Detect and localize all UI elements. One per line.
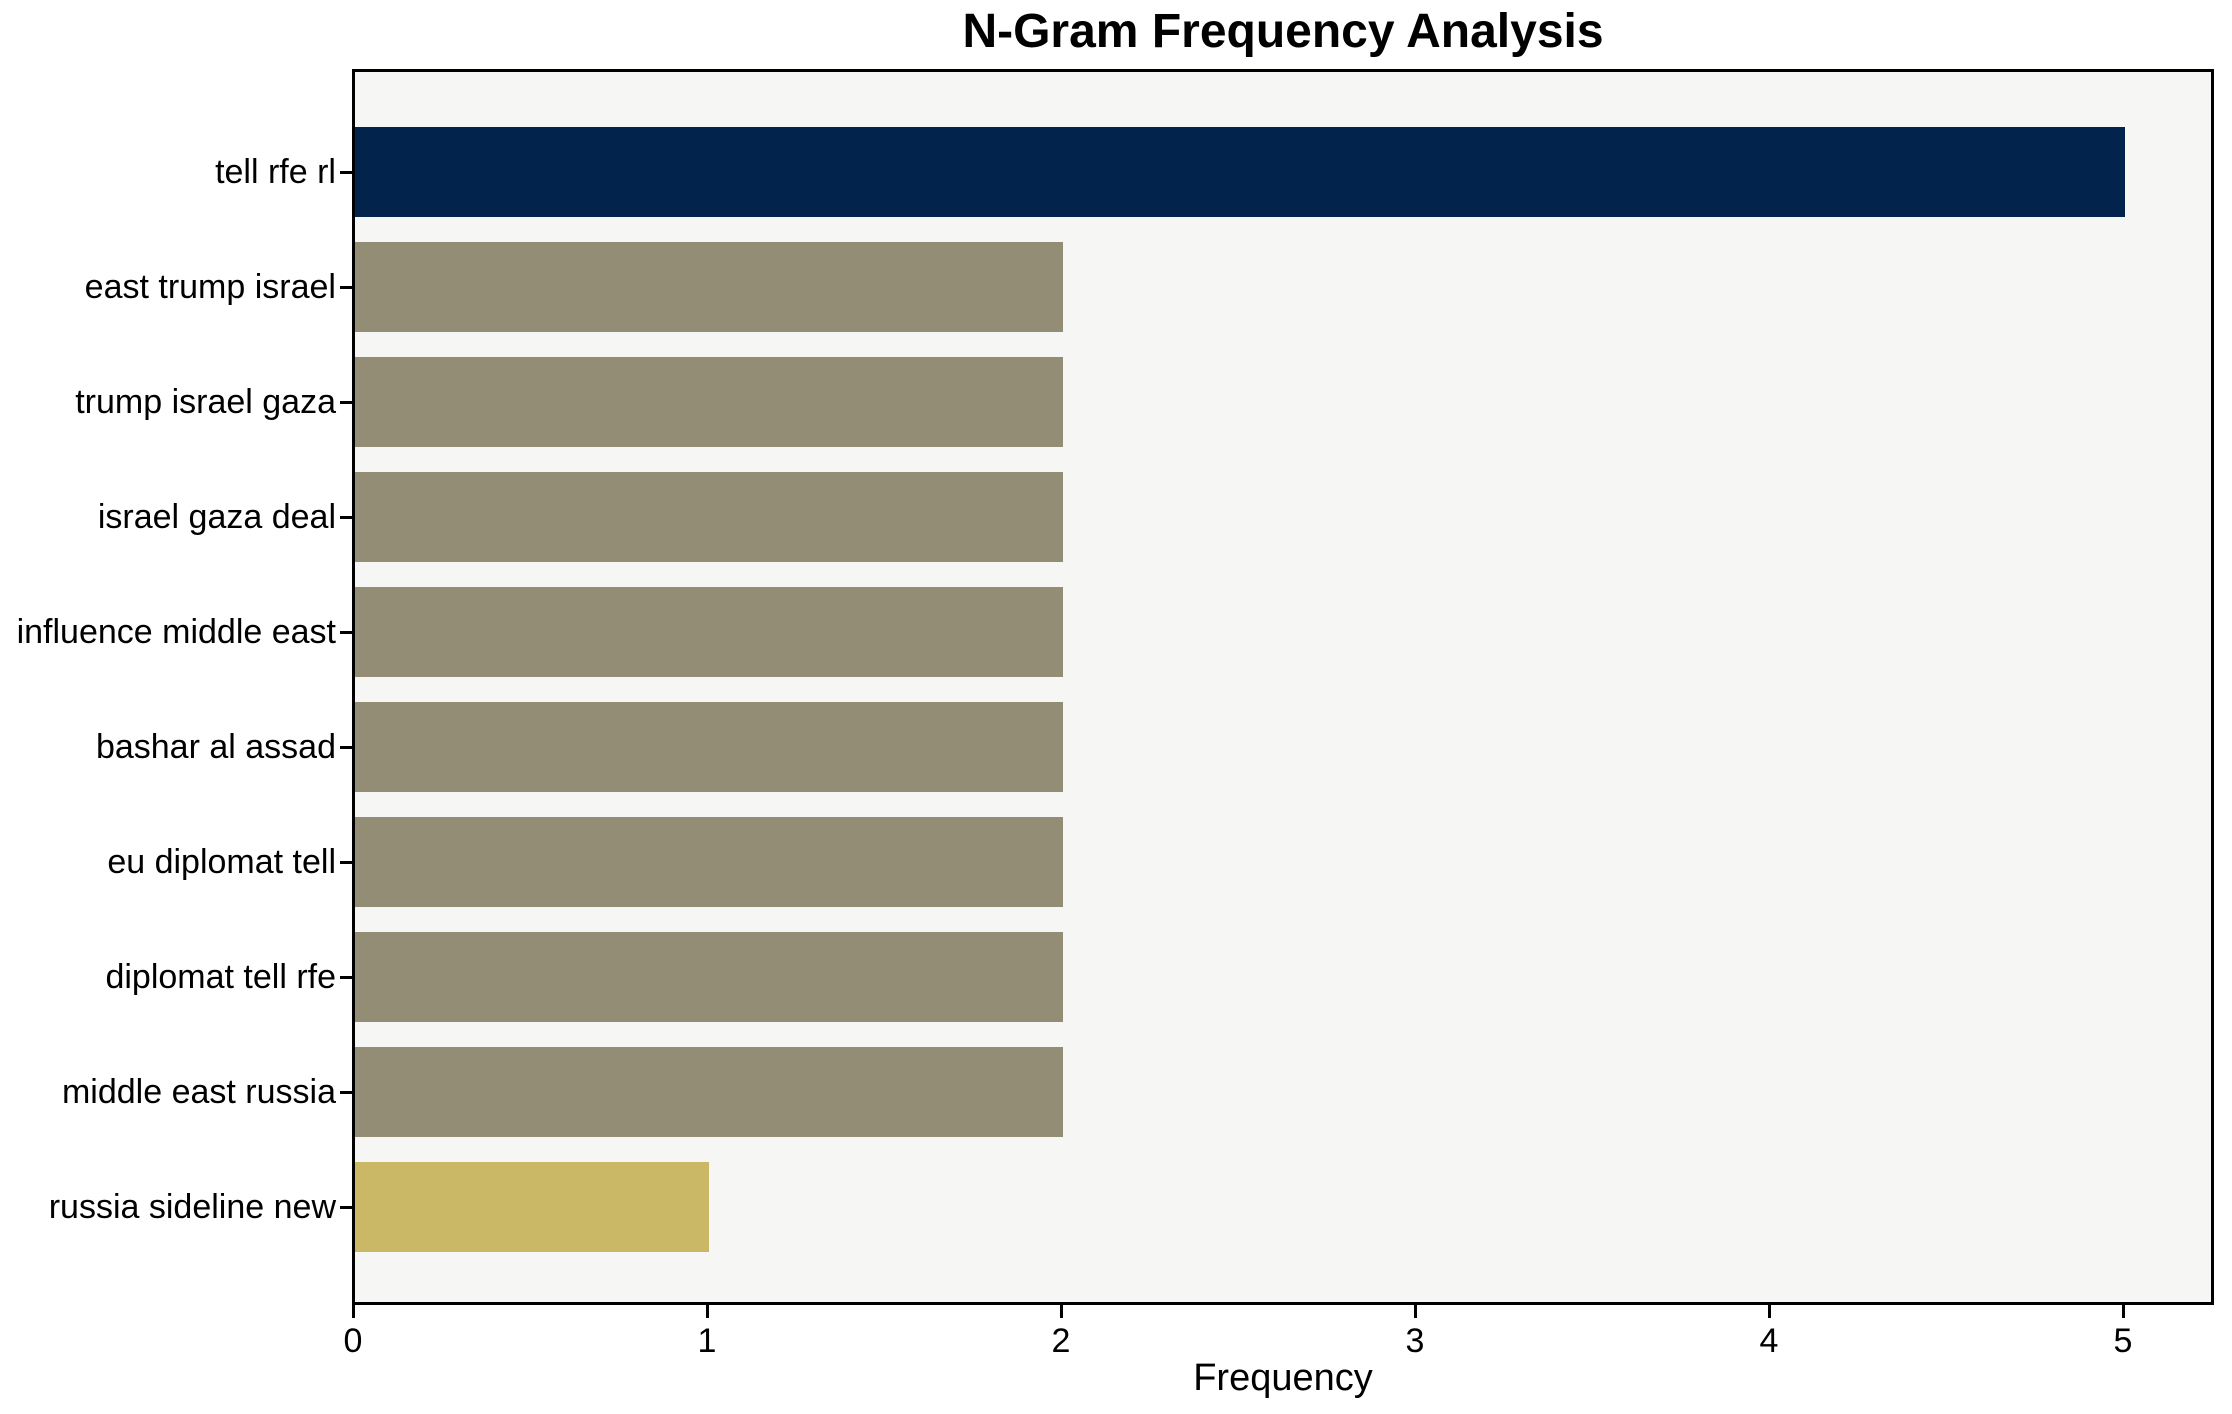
y-tick-label: east trump israel bbox=[84, 268, 336, 306]
y-tick-label: bashar al assad bbox=[95, 728, 336, 766]
x-axis-title: Frequency bbox=[1193, 1357, 1373, 1399]
y-tick-mark bbox=[340, 1090, 353, 1094]
x-tick-mark bbox=[1059, 1305, 1063, 1318]
y-tick-label: eu diplomat tell bbox=[107, 843, 336, 881]
bar bbox=[355, 127, 2125, 217]
y-tick-mark bbox=[340, 170, 353, 174]
x-tick-label: 3 bbox=[1405, 1322, 1425, 1360]
bar bbox=[355, 587, 1063, 677]
bar bbox=[355, 357, 1063, 447]
y-tick-label: middle east russia bbox=[61, 1073, 336, 1111]
x-tick-mark bbox=[705, 1305, 709, 1318]
y-tick-mark bbox=[340, 745, 353, 749]
y-tick-label: trump israel gaza bbox=[75, 383, 336, 421]
y-tick-mark bbox=[340, 285, 353, 289]
bar bbox=[355, 1047, 1063, 1137]
y-tick-label: tell rfe rl bbox=[215, 153, 336, 191]
y-tick-label: influence middle east bbox=[16, 613, 336, 651]
y-tick-label: diplomat tell rfe bbox=[105, 958, 336, 996]
y-tick-mark bbox=[340, 975, 353, 979]
x-tick-mark bbox=[1767, 1305, 1771, 1318]
bar bbox=[355, 932, 1063, 1022]
y-tick-mark bbox=[340, 515, 353, 519]
x-tick-label: 5 bbox=[2113, 1322, 2133, 1360]
x-tick-label: 0 bbox=[343, 1322, 363, 1360]
y-tick-mark bbox=[340, 400, 353, 404]
x-tick-mark bbox=[351, 1305, 355, 1318]
chart-title: N-Gram Frequency Analysis bbox=[962, 5, 1604, 58]
bar bbox=[355, 1162, 709, 1252]
bar bbox=[355, 242, 1063, 332]
x-tick-label: 4 bbox=[1759, 1322, 1779, 1360]
y-tick-mark bbox=[340, 860, 353, 864]
bar bbox=[355, 472, 1063, 562]
y-tick-label: israel gaza deal bbox=[97, 498, 336, 536]
y-tick-label: russia sideline new bbox=[48, 1188, 336, 1226]
y-tick-mark bbox=[340, 1205, 353, 1209]
x-tick-mark bbox=[1413, 1305, 1417, 1318]
x-tick-mark bbox=[2121, 1305, 2125, 1318]
bar bbox=[355, 702, 1063, 792]
y-tick-mark bbox=[340, 630, 353, 634]
x-tick-label: 1 bbox=[697, 1322, 717, 1360]
bar bbox=[355, 817, 1063, 907]
x-tick-label: 2 bbox=[1051, 1322, 1071, 1360]
